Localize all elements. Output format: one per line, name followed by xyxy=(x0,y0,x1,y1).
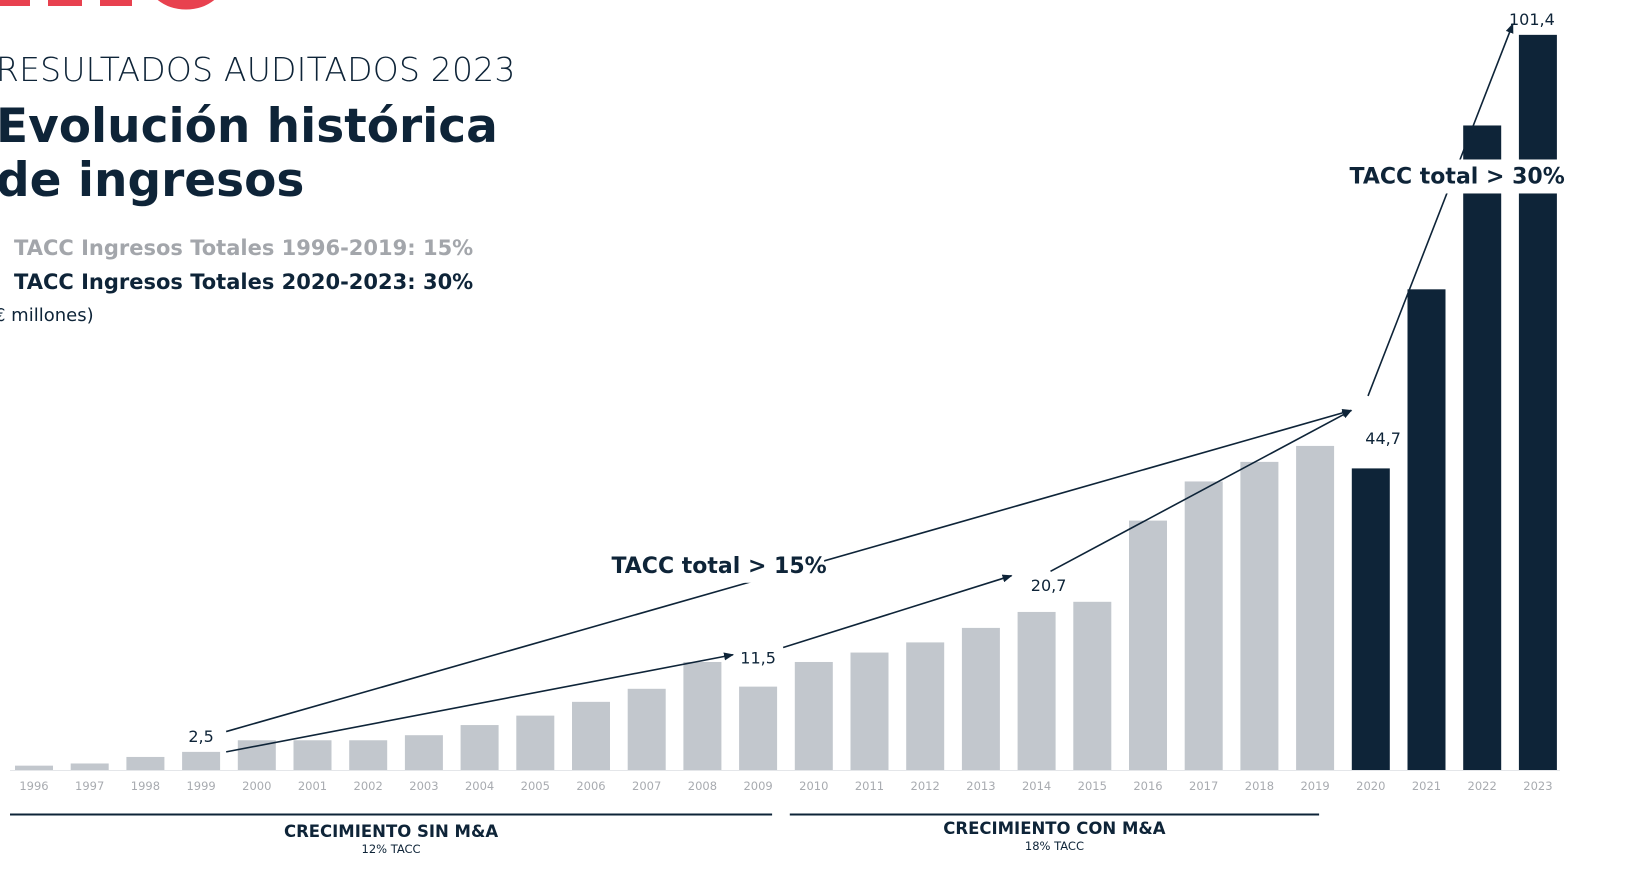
phase-label-m-and-a: CRECIMIENTO CON M&A xyxy=(943,819,1166,838)
bar-2022 xyxy=(1463,125,1502,771)
tick-label-2010: 2010 xyxy=(799,779,828,793)
bar-2006 xyxy=(572,701,610,770)
tick-label-2003: 2003 xyxy=(409,779,438,793)
annotation-backdrop-2 xyxy=(1352,159,1563,194)
tacc-2020-2023-label: TACC Ingresos Totales 2020-2023: 30% xyxy=(14,270,474,294)
tick-label-2016: 2016 xyxy=(1133,779,1162,793)
bar-2015 xyxy=(1073,601,1112,770)
bar-2000 xyxy=(237,740,276,770)
logo-graphic xyxy=(0,0,215,10)
bar-1999 xyxy=(182,751,221,770)
bar-2023 xyxy=(1518,34,1557,771)
tick-label-2017: 2017 xyxy=(1189,779,1218,793)
bar-1996 xyxy=(15,765,53,770)
tick-label-2007: 2007 xyxy=(632,779,661,793)
phase-sub-organic: 12% TACC xyxy=(361,842,421,856)
tick-label-2005: 2005 xyxy=(521,779,550,793)
tick-label-2023: 2023 xyxy=(1523,779,1552,793)
bar-2007 xyxy=(627,688,666,770)
tick-label-2013: 2013 xyxy=(966,779,995,793)
tick-label-1996: 1996 xyxy=(19,779,48,793)
tick-label-2009: 2009 xyxy=(743,779,772,793)
company-logo xyxy=(0,0,230,12)
tick-label-2021: 2021 xyxy=(1412,779,1441,793)
data-labels: 2,5 11,5 20,7 44,7 101,4 xyxy=(188,10,1554,746)
annotations: TACC total > 15% TACC total > 30% xyxy=(611,159,1565,583)
bar-2012 xyxy=(906,642,945,770)
annotation-backdrop-1 xyxy=(614,548,825,583)
annotation-tacc-2: TACC total > 30% xyxy=(1350,164,1565,189)
bar-2011 xyxy=(850,652,889,770)
tick-label-2000: 2000 xyxy=(242,779,271,793)
growth-arrows xyxy=(225,23,1514,753)
bar-2021 xyxy=(1407,289,1446,770)
tick-label-1999: 1999 xyxy=(186,779,215,793)
data-label-2009: 11,5 xyxy=(740,649,776,668)
bar-2014 xyxy=(1017,611,1056,770)
tick-label-2022: 2022 xyxy=(1468,779,1497,793)
bar-2001 xyxy=(293,740,332,770)
tick-label-1997: 1997 xyxy=(75,779,104,793)
annotation-tacc-1: TACC total > 15% xyxy=(611,554,826,579)
bar-2002 xyxy=(349,740,388,770)
tacc-1996-2019-label: TACC Ingresos Totales 1996-2019: 15% xyxy=(14,236,474,260)
page-title: Evolución histórica de ingresos xyxy=(0,100,498,208)
tick-label-2002: 2002 xyxy=(354,779,383,793)
arrow-2019-2023 xyxy=(1367,23,1514,397)
data-label-2023: 101,4 xyxy=(1509,10,1555,29)
x-axis-ticks: 1996 1997 1998 1999 2000 2001 2002 2003 2004 2005… xyxy=(19,779,1552,793)
tick-label-2006: 2006 xyxy=(576,779,605,793)
phase-sub-m-and-a: 18% TACC xyxy=(1024,839,1084,853)
tick-label-2012: 2012 xyxy=(911,779,940,793)
bar-2016 xyxy=(1129,520,1167,770)
bar-1997 xyxy=(70,763,109,770)
bar-2013 xyxy=(961,627,1000,770)
phase-label-organic: CRECIMIENTO SIN M&A xyxy=(283,822,499,841)
tick-label-2018: 2018 xyxy=(1245,779,1274,793)
arrow-2014-2019 xyxy=(1050,409,1353,573)
report-subtitle: RESULTADOS AUDITADOS 2023 xyxy=(0,50,516,89)
bar-2003 xyxy=(404,735,443,770)
tick-label-2015: 2015 xyxy=(1078,779,1107,793)
bar-2009 xyxy=(739,686,778,770)
data-label-2014: 20,7 xyxy=(1031,576,1067,595)
tick-label-2019: 2019 xyxy=(1300,779,1329,793)
tick-label-2011: 2011 xyxy=(855,779,884,793)
data-label-2019: 44,7 xyxy=(1365,429,1401,448)
bar-1998 xyxy=(126,756,165,770)
arrow-2009-2014 xyxy=(782,574,1013,649)
bar-2004 xyxy=(460,725,499,770)
tick-label-2014: 2014 xyxy=(1022,779,1051,793)
bar-2017 xyxy=(1184,481,1223,770)
title-line-1: Evolución histórica xyxy=(0,99,498,154)
bar-2019 xyxy=(1296,445,1335,770)
bar-2018 xyxy=(1240,461,1279,770)
unit-label: € millones) xyxy=(0,305,94,326)
tick-label-2008: 2008 xyxy=(688,779,717,793)
tick-label-2001: 2001 xyxy=(298,779,327,793)
tick-label-2004: 2004 xyxy=(465,779,494,793)
bar-2020 xyxy=(1351,468,1390,770)
bar-2005 xyxy=(516,715,555,770)
bar-2010 xyxy=(794,661,833,770)
title-line-2: de ingresos xyxy=(0,153,305,208)
tick-label-1998: 1998 xyxy=(131,779,160,793)
bars-group xyxy=(15,34,1557,771)
tick-label-2020: 2020 xyxy=(1356,779,1385,793)
bar-2008 xyxy=(683,661,722,770)
data-label-1999: 2,5 xyxy=(188,727,213,746)
arrow-1999-2009 xyxy=(226,652,735,753)
